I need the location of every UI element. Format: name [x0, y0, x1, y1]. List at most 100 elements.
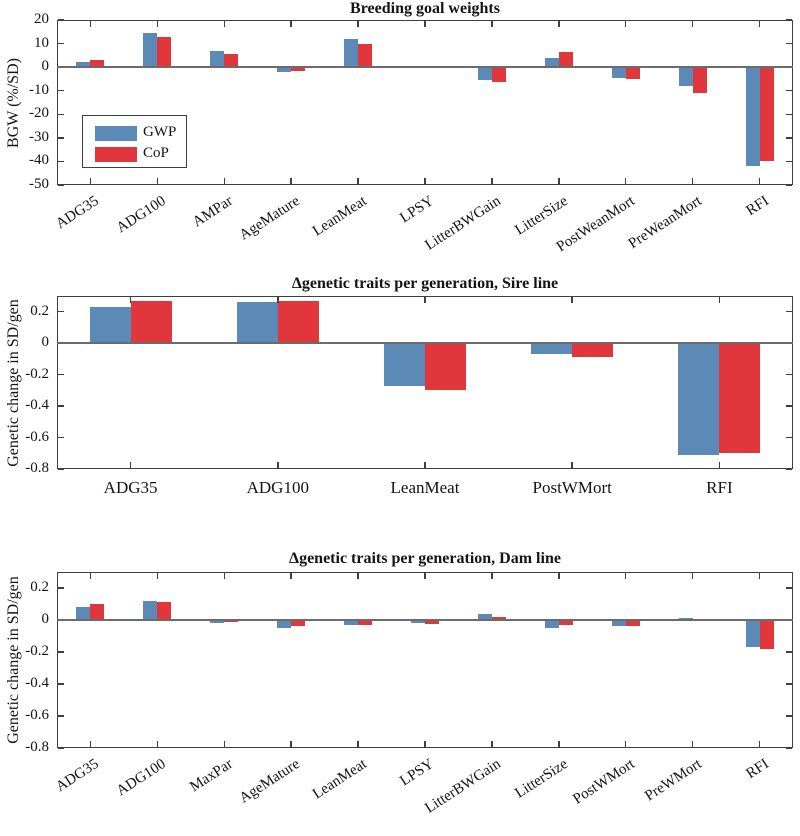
x-tick-mark-top: [691, 21, 694, 27]
bar-cop-AgeMature: [291, 620, 306, 627]
x-tick-mark-top: [558, 21, 560, 27]
bar-gwp-RFI: [745, 67, 760, 167]
bar-gwp-LeanMeat: [344, 39, 359, 68]
x-tick-mark-bottom: [558, 178, 560, 184]
chart-title: Δgenetic traits per generation, Dam line: [289, 550, 561, 567]
x-tick-mark-bottom: [624, 178, 627, 184]
x-tick-mark-top: [223, 21, 226, 27]
x-tick-mark-top: [558, 573, 560, 579]
bar-gwp-ADG35: [76, 607, 91, 620]
x-tick-label-LeanMeat: LeanMeat: [310, 756, 370, 803]
y-tick-mark: [58, 587, 64, 589]
y-tick-label: 0: [41, 58, 50, 75]
x-tick-label-LeanMeat: LeanMeat: [310, 193, 370, 240]
x-tick-mark-top: [718, 297, 721, 303]
bar-gwp-AgeMature: [277, 67, 292, 72]
x-tick-mark-bottom: [290, 178, 292, 184]
x-tick-mark-bottom: [223, 178, 226, 184]
bar-cop-PostWMort: [572, 343, 614, 358]
y-tick-mark-right: [786, 715, 792, 717]
x-tick-mark-bottom: [424, 462, 426, 468]
x-tick-mark-bottom: [718, 462, 721, 468]
x-tick-label-ADG100: ADG100: [114, 193, 170, 237]
x-tick-mark-top: [357, 573, 359, 579]
y-tick-label: -30: [29, 128, 49, 145]
zero-line: [57, 66, 793, 68]
y-tick-mark-right: [786, 683, 792, 685]
y-tick-label: 20: [34, 11, 49, 27]
x-tick-label-LPSY: LPSY: [397, 756, 437, 790]
y-tick-mark: [58, 468, 64, 470]
x-tick-label-PreWeanMort: PreWeanMort: [625, 193, 705, 253]
x-tick-label-PostWMort: PostWMort: [569, 756, 638, 808]
x-tick-label-LeanMeat: LeanMeat: [390, 478, 460, 497]
bar-gwp-PostWeanMort: [611, 67, 626, 78]
bar-cop-LeanMeat: [358, 620, 373, 625]
y-tick-mark-right: [786, 468, 792, 470]
y-tick-mark-right: [786, 405, 792, 407]
y-tick-mark-right: [786, 747, 792, 749]
x-tick-mark-top: [156, 21, 159, 27]
y-tick-label: -0.8: [25, 739, 49, 755]
x-tick-mark-bottom: [277, 462, 279, 468]
y-tick-label: 0.2: [30, 302, 49, 319]
x-tick-mark-bottom: [571, 462, 573, 468]
y-tick-label: -0.6: [25, 428, 49, 445]
y-tick-label: -0.6: [25, 707, 49, 723]
y-tick-label: -0.2: [25, 365, 49, 382]
x-tick-mark-bottom: [491, 178, 493, 184]
bar-gwp-LitterBWGain: [477, 613, 492, 620]
x-tick-label-RFI: RFI: [742, 756, 772, 783]
x-tick-mark-top: [491, 573, 493, 579]
bar-cop-LitterBWGain: [491, 616, 506, 620]
bar-gwp-PostWMort: [611, 620, 626, 627]
x-tick-mark-top: [758, 21, 761, 27]
bar-cop-LitterBWGain: [491, 67, 506, 82]
y-tick-mark-right: [786, 310, 792, 313]
x-tick-mark-top: [624, 573, 627, 579]
y-tick-mark-right: [786, 137, 792, 139]
bar-gwp-LPSY: [411, 620, 425, 624]
x-tick-label-LPSY: LPSY: [397, 193, 437, 227]
bar-cop-AgeMature: [291, 67, 306, 71]
y-tick-mark: [58, 405, 64, 407]
y-tick-mark-right: [786, 113, 792, 116]
x-tick-mark-bottom: [491, 741, 493, 747]
y-tick-mark-right: [786, 184, 792, 186]
y-tick-mark-right: [786, 373, 792, 376]
x-tick-mark-top: [424, 297, 426, 303]
x-tick-mark-top: [491, 21, 493, 27]
y-tick-label: 0: [41, 334, 50, 351]
x-tick-label-LitterSize: LitterSize: [512, 756, 571, 802]
y-tick-mark-right: [786, 160, 792, 163]
y-tick-mark: [58, 160, 64, 163]
y-tick-label: -0.8: [25, 460, 49, 476]
y-tick-mark-right: [786, 587, 792, 589]
bar-cop-RFI: [759, 67, 774, 162]
x-tick-mark-bottom: [691, 741, 694, 747]
x-tick-mark-top: [129, 297, 132, 303]
x-tick-label-AgeMature: AgeMature: [236, 193, 303, 244]
y-tick-mark: [58, 113, 64, 116]
bar-cop-RFI: [719, 343, 761, 454]
x-tick-label-ADG35: ADG35: [53, 193, 103, 233]
x-tick-label-PreWMort: PreWMort: [641, 756, 705, 805]
x-tick-mark-bottom: [758, 741, 761, 747]
x-tick-mark-bottom: [89, 741, 92, 747]
x-tick-mark-top: [223, 573, 226, 579]
x-tick-mark-top: [89, 21, 92, 27]
bar-cop-RFI: [759, 620, 774, 649]
x-tick-mark-top: [277, 297, 279, 303]
zero-line: [57, 619, 793, 621]
y-axis-label: BGW (%/SD): [5, 57, 22, 148]
x-tick-mark-bottom: [424, 741, 426, 747]
bar-cop-PreWeanMort: [692, 67, 707, 94]
y-tick-mark: [58, 373, 64, 376]
zero-line: [57, 342, 793, 344]
chart-title: Breeding goal weights: [350, 0, 500, 17]
x-tick-mark-top: [758, 573, 761, 579]
x-tick-mark-bottom: [129, 462, 132, 468]
x-tick-mark-top: [290, 21, 292, 27]
x-tick-mark-bottom: [223, 741, 226, 747]
y-tick-mark: [58, 715, 64, 717]
